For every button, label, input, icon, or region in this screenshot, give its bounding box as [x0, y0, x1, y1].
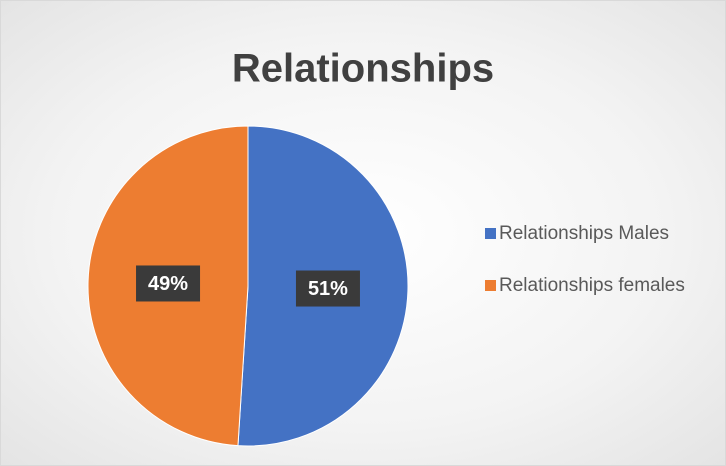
legend-item: Relationships females [485, 271, 719, 301]
legend-label: Relationships females [499, 275, 685, 296]
chart-title: Relationships [232, 47, 494, 91]
legend-swatch [485, 228, 496, 239]
data-label: 51% [308, 278, 348, 300]
data-label-box [136, 265, 201, 302]
data-label: 49% [148, 273, 188, 295]
data-label-box [295, 270, 360, 307]
legend: Relationships Males Relationships females [485, 219, 725, 323]
legend-item: Relationships Males [485, 219, 719, 249]
legend-label: Relationships Males [499, 223, 670, 244]
legend-swatch [485, 280, 496, 291]
